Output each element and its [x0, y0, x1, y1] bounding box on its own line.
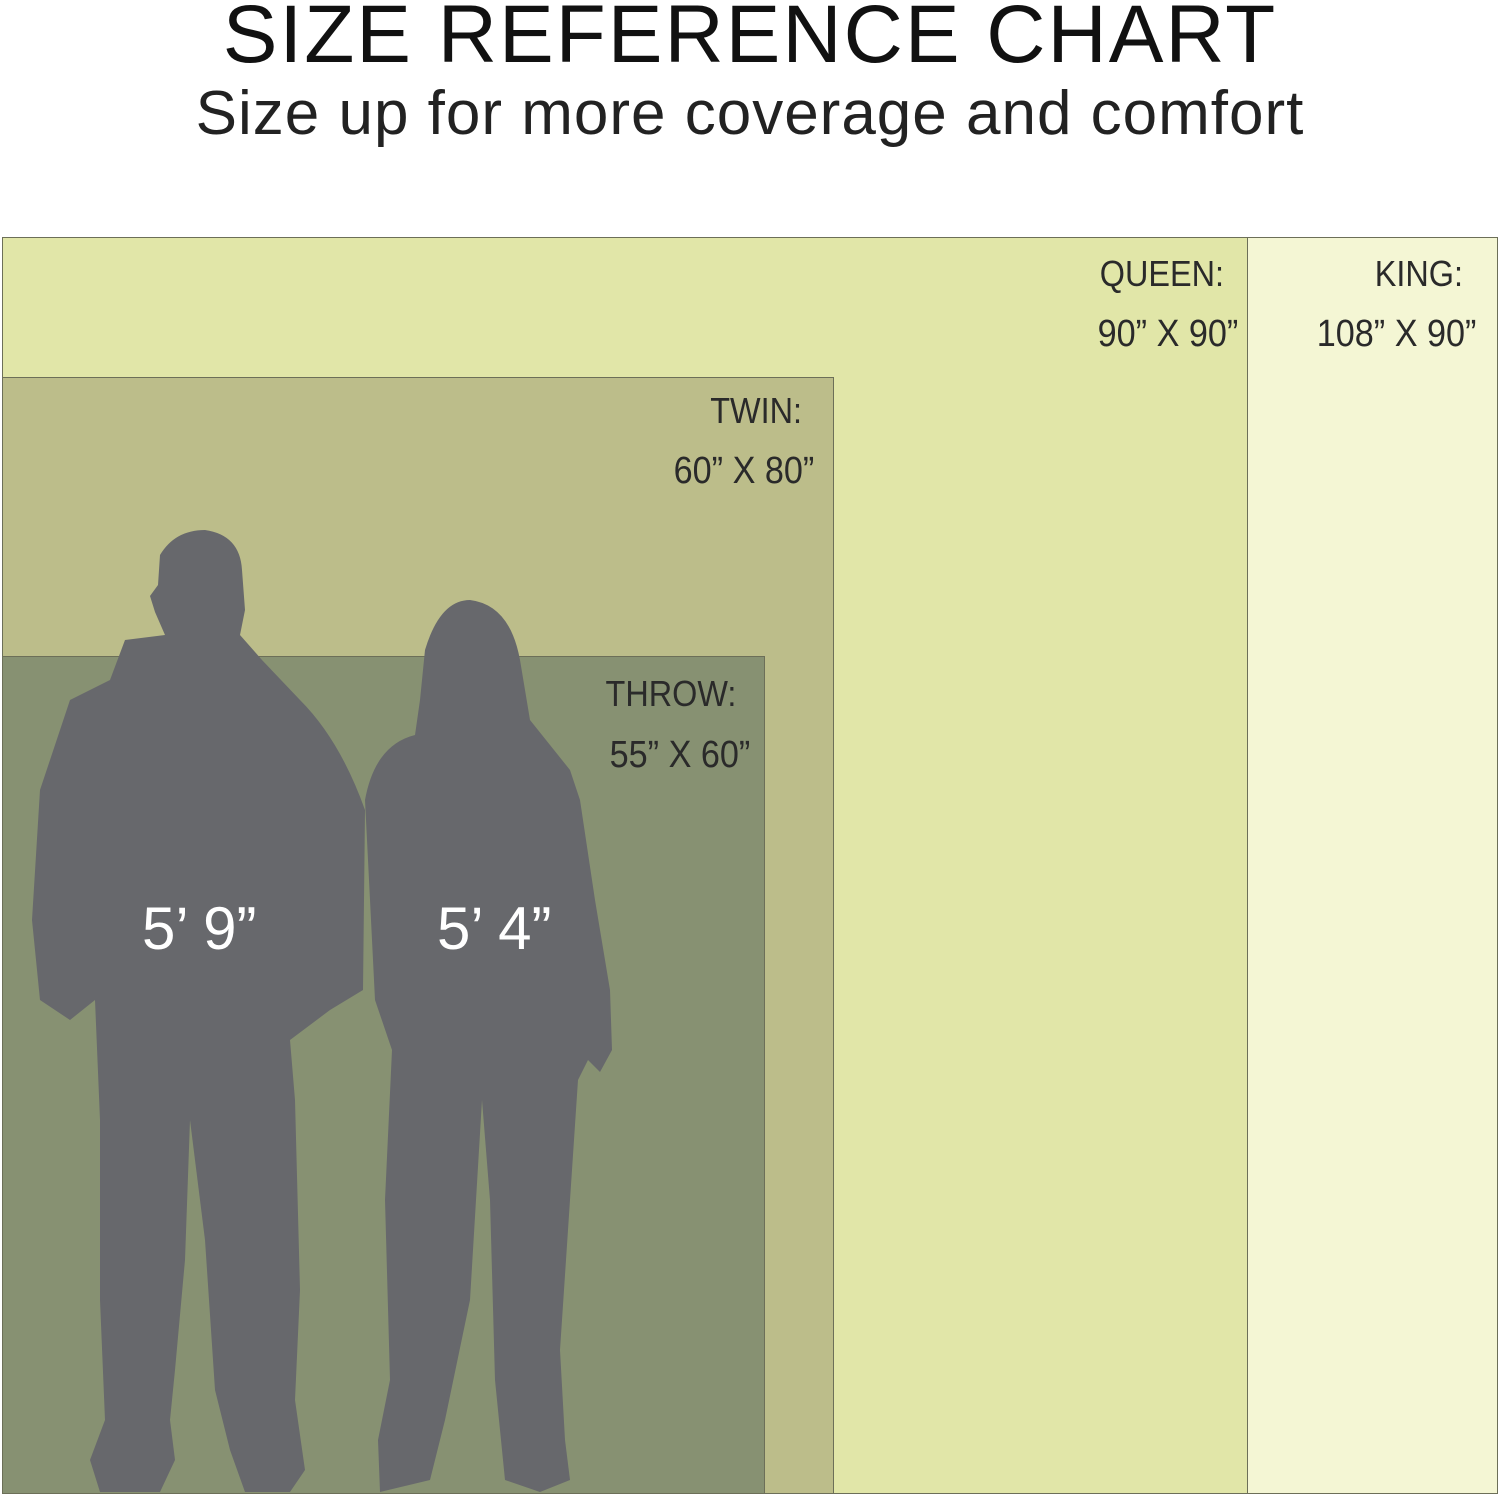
- page-subtitle: Size up for more coverage and comfort: [195, 79, 1305, 148]
- twin-dimensions: 60” X 80”: [673, 450, 814, 492]
- throw-label: THROW:: [605, 673, 736, 714]
- throw-dimensions: 55” X 60”: [609, 734, 750, 776]
- queen-dimensions: 90” X 90”: [1097, 313, 1238, 355]
- page-title: SIZE REFERENCE CHART: [222, 0, 1278, 80]
- queen-label: QUEEN:: [1099, 253, 1224, 294]
- king-dimensions: 108” X 90”: [1316, 313, 1476, 355]
- twin-label: TWIN:: [710, 390, 802, 431]
- man-height-label: 5’ 9”: [142, 895, 257, 962]
- king-label: KING:: [1374, 253, 1463, 294]
- man-silhouette-icon: [32, 530, 365, 1492]
- woman-height-label: 5’ 4”: [437, 895, 552, 962]
- woman-silhouette-icon: [365, 600, 612, 1492]
